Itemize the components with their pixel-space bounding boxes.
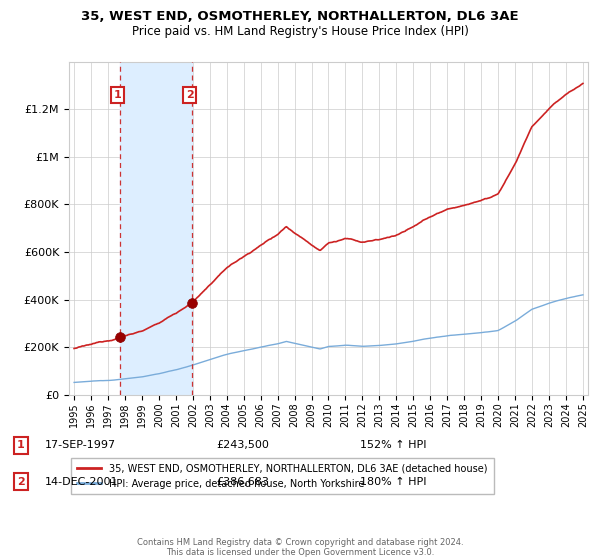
Text: 2: 2 (186, 90, 193, 100)
Text: 180% ↑ HPI: 180% ↑ HPI (360, 477, 427, 487)
Text: 1: 1 (17, 440, 25, 450)
Text: £386,683: £386,683 (216, 477, 269, 487)
Text: 14-DEC-2001: 14-DEC-2001 (45, 477, 119, 487)
Text: £243,500: £243,500 (216, 440, 269, 450)
Text: 1: 1 (114, 90, 122, 100)
Text: 35, WEST END, OSMOTHERLEY, NORTHALLERTON, DL6 3AE: 35, WEST END, OSMOTHERLEY, NORTHALLERTON… (81, 10, 519, 23)
Text: 17-SEP-1997: 17-SEP-1997 (45, 440, 116, 450)
Text: 152% ↑ HPI: 152% ↑ HPI (360, 440, 427, 450)
Text: Price paid vs. HM Land Registry's House Price Index (HPI): Price paid vs. HM Land Registry's House … (131, 25, 469, 38)
Legend: 35, WEST END, OSMOTHERLEY, NORTHALLERTON, DL6 3AE (detached house), HPI: Average: 35, WEST END, OSMOTHERLEY, NORTHALLERTON… (71, 458, 494, 494)
Text: Contains HM Land Registry data © Crown copyright and database right 2024.
This d: Contains HM Land Registry data © Crown c… (137, 538, 463, 557)
Bar (120, 62, 192, 395)
Text: 2: 2 (17, 477, 25, 487)
